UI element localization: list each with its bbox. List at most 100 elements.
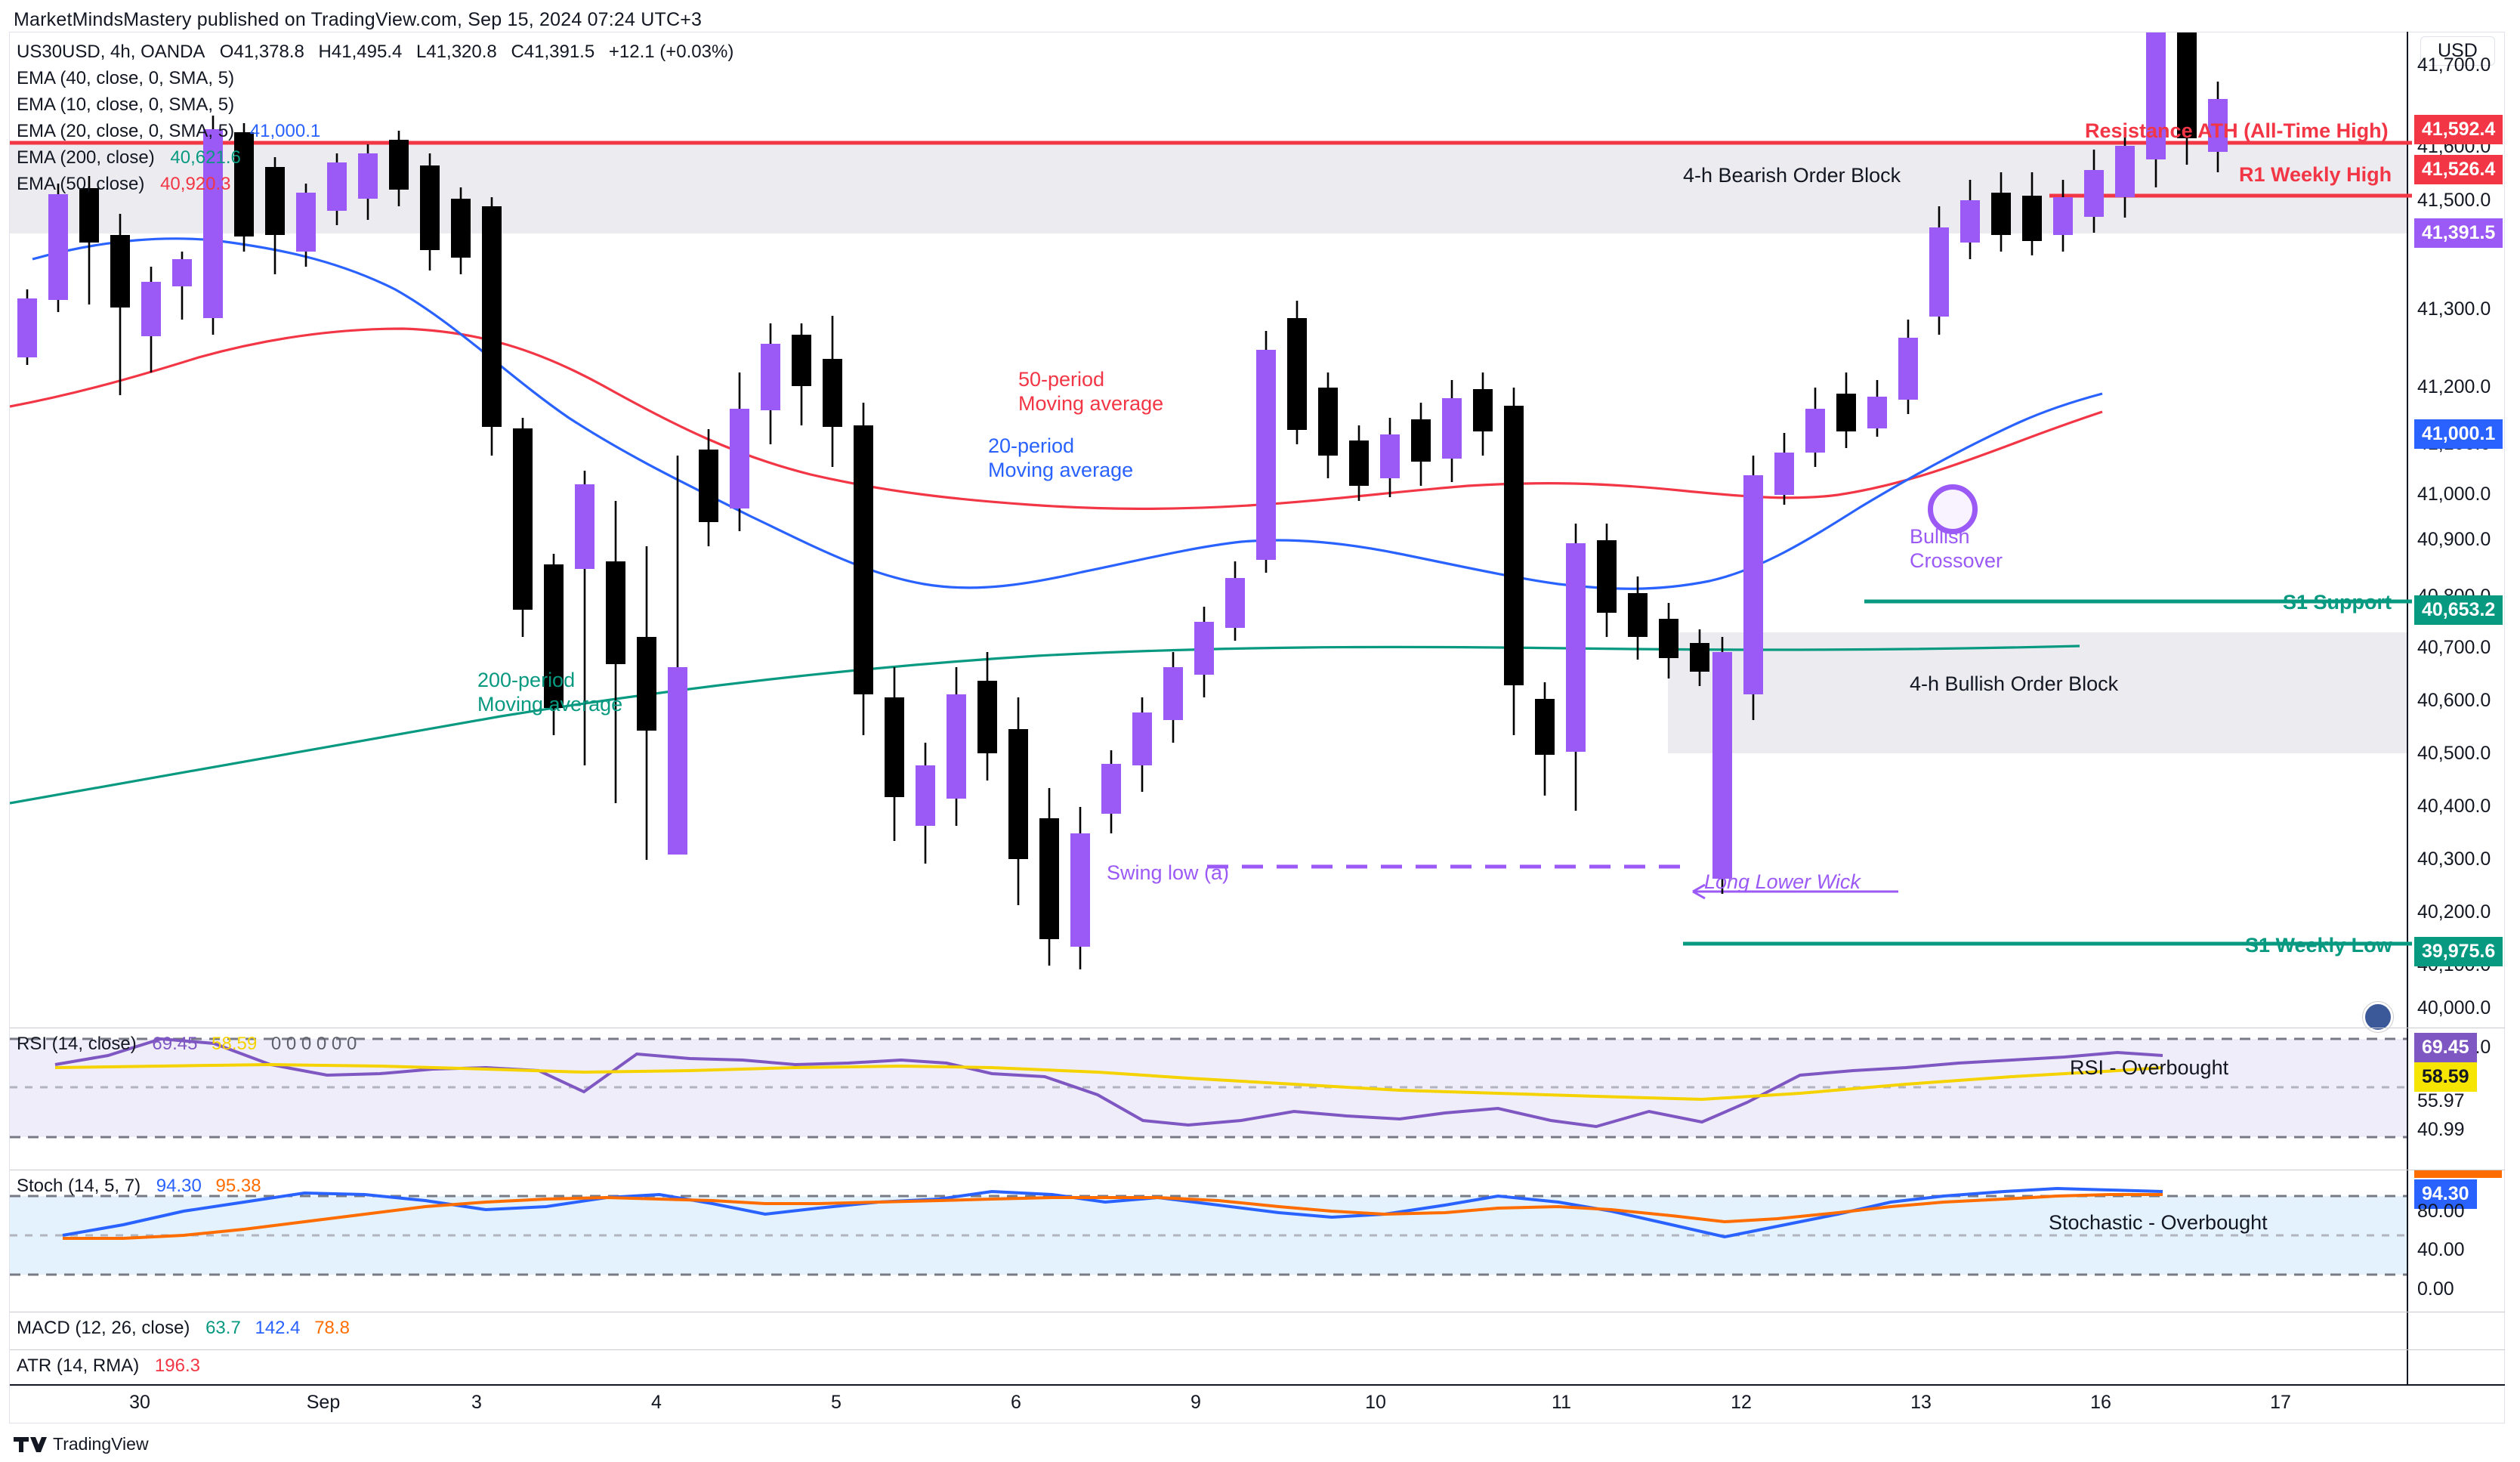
price-tick: 40,200.0 [2417,901,2491,923]
long-lower-wick-arrow [1692,883,1706,900]
price-tick: 40,900.0 [2417,529,2491,550]
time-tick: 11 [1552,1392,1571,1413]
ema50-line [10,327,2103,510]
swing-low-annotation: Swing low (a) [1107,861,1230,884]
ma20-annotation-line1: 20-period [988,434,1075,457]
legend-ema40[interactable]: EMA (40, close, 0, SMA, 5) [17,68,234,89]
legend-ema200-label: EMA (200, close) [17,147,155,168]
footer-brand: TradingView [53,1434,149,1454]
time-tick: 17 [2270,1392,2291,1413]
ohlc-change: +12.1 (+0.03%) [608,42,734,62]
macd-value-hist: 63.7 [205,1318,241,1338]
stoch-legend[interactable]: Stoch (14, 5, 7) 94.30 95.38 [17,1176,261,1197]
rsi-ma-badge[interactable]: 58.59 [2414,1062,2477,1092]
s1-support-badge[interactable]: 40,653.2 [2414,595,2503,625]
ma50-annotation-line1: 50-period [1018,368,1105,391]
price-tick: 40,600.0 [2417,690,2491,711]
ma50-annotation: 50-period Moving average [1018,368,1163,416]
stoch-d-badge-strip [2414,1170,2502,1178]
macd-value-signal: 78.8 [314,1318,350,1338]
ohlc-open: O41,378.8 [219,42,304,62]
atr-legend[interactable]: ATR (14, RMA) 196.3 [17,1355,200,1377]
price-tick: 40,700.0 [2417,637,2491,658]
rsi-pane [10,1037,2407,1139]
tv-glyph [14,1436,47,1452]
macd-legend[interactable]: MACD (12, 26, close) 63.7 142.4 78.8 [17,1318,350,1339]
tradingview-logo-icon [14,1436,47,1454]
time-tick: 30 [129,1392,150,1413]
ohlc-high: H41,495.4 [318,42,403,62]
price-tick: 40,500.0 [2417,743,2491,764]
rsi-extra-values: 0 0 0 0 0 0 [270,1034,357,1054]
price-axis-unit[interactable]: USD [2420,36,2495,66]
legend-ema50-value: 40,920.3 [160,174,231,194]
rsi-tick-upper: 55.97 [2417,1090,2465,1111]
macd-legend-label: MACD (12, 26, close) [17,1318,190,1338]
ohlc-low: L41,320.8 [415,42,497,62]
bullish-crossover-circle [1928,484,1978,534]
r1-weekly-high-badge[interactable]: 41,526.4 [2414,155,2503,184]
ma20-annotation: 20-period Moving average [988,434,1133,483]
price-tick: 41,500.0 [2417,190,2491,211]
price-pane [10,32,2412,969]
bullish-crossover-line1: Bullish [1910,525,1970,548]
stoch-tick-80: 80.00 [2417,1201,2465,1222]
legend-ema200[interactable]: EMA (200, close) 40,621.6 [17,147,241,168]
price-tick: 41,300.0 [2417,298,2491,320]
s1-support-tag: S1 Support [2283,591,2392,614]
time-tick: 6 [1011,1392,1021,1413]
time-tick: 13 [1910,1392,1932,1413]
legend-ema10[interactable]: EMA (10, close, 0, SMA, 5) [17,94,234,116]
ema20-line [32,237,2103,590]
resistance-ath-tag: Resistance ATH (All-Time High) [2085,119,2389,142]
price-tick: 40,400.0 [2417,796,2491,817]
macd-value-macd: 142.4 [255,1318,301,1338]
rsi-tick-lower: 40.99 [2417,1119,2465,1140]
atr-legend-label: ATR (14, RMA) [17,1355,140,1376]
time-axis[interactable]: 30 Sep 3 4 5 6 9 10 11 12 13 16 17 [10,1387,2505,1423]
price-axis-separator [2407,32,2408,1384]
stoch-overbought-note: Stochastic - Overbought [2049,1211,2268,1234]
rsi-legend-label: RSI (14, close) [17,1034,137,1054]
stoch-k-badge[interactable]: 94.30 [2414,1179,2477,1209]
price-tick: 41,200.0 [2417,376,2491,397]
rsi-overbought-note: RSI - Overbought [2070,1056,2229,1079]
time-tick: 4 [651,1392,662,1413]
price-tick: 41,700.0 [2417,54,2491,76]
long-lower-wick-annotation: Long Lower Wick [1704,870,1861,893]
time-tick: 9 [1191,1392,1201,1413]
ema20-badge[interactable]: 41,000.1 [2414,419,2503,449]
symbol-legend-row[interactable]: US30USD, 4h, OANDA O41,378.8 H41,495.4 L… [17,42,733,63]
ema200-line [10,644,2080,805]
bullish-crossover-annotation: Bullish Crossover [1910,525,2003,573]
last-price-badge[interactable]: 41,391.5 [2414,218,2503,248]
legend-ema50[interactable]: EMA (50, close) 40,920.3 [17,174,231,195]
time-tick: 10 [1365,1392,1386,1413]
symbol-name: US30USD, 4h, OANDA [17,42,205,62]
legend-ema10-label: EMA (10, close, 0, SMA, 5) [17,94,235,115]
rsi-legend[interactable]: RSI (14, close) 69.45 58.59 0 0 0 0 0 0 [17,1034,357,1055]
candlestick-series [17,32,2228,969]
ma20-annotation-line2: Moving average [988,458,1134,481]
bearish-order-block-label: 4-h Bearish Order Block [1683,164,1901,187]
ma200-annotation-line1: 200-period [477,669,576,691]
legend-ema200-value: 40,621.6 [170,147,241,168]
s1-weekly-low-badge[interactable]: 39,975.6 [2414,937,2503,966]
ma50-annotation-line2: Moving average [1018,391,1164,415]
price-tick: 40,000.0 [2417,997,2491,1018]
legend-ema20[interactable]: EMA (20, close, 0, SMA, 5) 41,000.1 [17,121,320,142]
footer: TradingView [14,1434,149,1454]
rsi-value-badge[interactable]: 69.45 [2414,1033,2477,1062]
r1-weekly-high-tag: R1 Weekly High [2239,163,2392,186]
time-tick: Sep [306,1392,341,1413]
atr-pane-separator [10,1349,2505,1350]
resistance-ath-badge[interactable]: 41,592.4 [2414,115,2503,144]
time-tick: 16 [2090,1392,2111,1413]
country-flag-icon [2363,1002,2393,1032]
legend-ema40-label: EMA (40, close, 0, SMA, 5) [17,68,235,88]
ma200-annotation: 200-period Moving average [477,669,622,717]
atr-value: 196.3 [154,1355,200,1376]
time-tick: 3 [471,1392,482,1413]
time-axis-line [10,1384,2505,1386]
legend-ema50-label: EMA (50, close) [17,174,145,194]
